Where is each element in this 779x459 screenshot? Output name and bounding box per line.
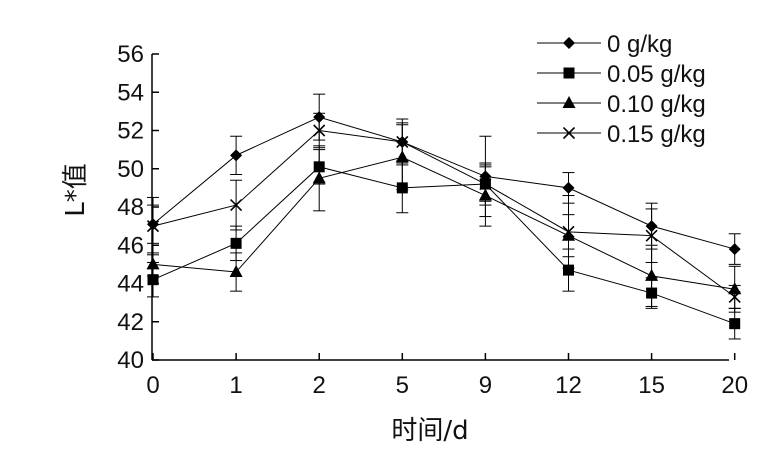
series-4-point [230,199,243,212]
series-4-point [562,225,575,238]
legend-label: 0.05 g/kg [607,61,706,88]
y-tick-label: 54 [117,79,144,106]
series-3-point [645,268,659,281]
series-3-line [152,156,735,290]
series-1-point [230,149,243,162]
y-tick-label: 44 [117,271,144,298]
y-tick-label: 48 [117,194,144,221]
series-3-point [728,282,742,295]
series-2-point [729,318,741,330]
x-tick-label: 15 [638,372,665,399]
series-2-point [230,237,242,249]
x-tick-label: 5 [396,372,409,399]
series-2-point [396,182,408,194]
series-lines [152,116,735,325]
x-tick-label: 2 [313,372,326,399]
legend-label: 0 g/kg [607,31,672,58]
cross-stroke [562,225,575,238]
series-1-point [147,218,159,231]
y-tick-label: 56 [117,41,144,68]
x-axis-title: 时间/d [391,416,468,446]
legend-marker [562,96,576,108]
series-2-line [152,166,735,325]
legend-label: 0.15 g/kg [607,121,706,148]
series-4-point [479,177,492,191]
series-2-point [646,287,658,299]
x-tick-label: 20 [721,372,748,399]
x-tick-label: 0 [146,372,159,399]
legend-marker [563,37,575,49]
cross-stroke [645,229,658,242]
series-markers [146,111,742,330]
cross-stroke [146,220,160,233]
series-3-point [229,265,243,278]
series-1-point [728,243,741,256]
series-4-point [645,229,658,242]
y-tick-label: 46 [117,232,144,259]
series-4-line [152,129,735,298]
series-4-point [313,124,326,137]
y-tick-label: 50 [117,156,144,183]
y-tick-label: 40 [117,347,144,374]
cross-stroke [728,290,741,303]
legend: 0 g/kg 0.05 g/kg 0.10 g/kg 0.15 g/kg [537,31,706,148]
series-1-point [562,181,575,194]
y-tick-label: 42 [117,309,144,336]
legend-item-4: 0.15 g/kg [537,121,706,148]
cross-stroke [396,135,409,149]
series-3-point [146,257,160,270]
legend-item-2: 0.05 g/kg [537,61,706,88]
series-3-point [562,228,575,241]
legend-marker [563,67,575,79]
x-tick-label: 9 [479,372,492,399]
series-2-point [563,264,574,276]
legend-label: 0.10 g/kg [607,91,706,118]
series-1-line [152,116,735,250]
series-4-point [146,220,160,233]
cross-stroke [313,124,326,137]
legend-marker [562,126,576,140]
legend-item-1: 0 g/kg [537,31,672,58]
cross-stroke [562,126,576,140]
y-tick-label: 52 [117,118,144,145]
cross-stroke [479,177,492,191]
x-tick-label: 1 [229,372,242,399]
series-3-point [395,150,409,163]
x-tick-label: 12 [555,372,582,399]
series-4-point [728,290,741,303]
series-3-point [478,188,492,201]
series-2-point [313,161,325,173]
series-4-point [396,135,409,149]
series-3-point [312,171,326,184]
legend-item-3: 0.10 g/kg [537,91,706,118]
series-1-point [313,111,326,124]
series-2-point [147,274,159,286]
cross-stroke [230,199,243,212]
series-1-point [645,220,658,233]
y-axis-title: L*值 [61,163,91,217]
